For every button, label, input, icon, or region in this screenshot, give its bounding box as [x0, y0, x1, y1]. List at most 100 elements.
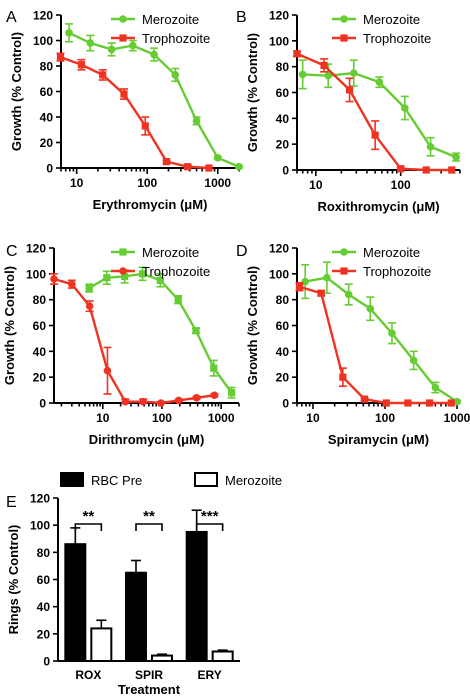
x-tick-label: 100 [375, 411, 395, 425]
panel-e: E 0 20 40 60 80 100 120 Rings (% Control) ** ROX **… [6, 472, 282, 696]
data-point [345, 86, 354, 94]
y-tick-label: 40 [33, 345, 47, 359]
bar [211, 650, 234, 662]
data-point [349, 69, 358, 77]
data-point [388, 329, 396, 338]
data-point [210, 391, 219, 400]
data-point [150, 50, 158, 59]
legend-label: Merozoite [363, 12, 420, 27]
y-tick-label: 100 [30, 519, 50, 533]
data-point [228, 389, 236, 397]
data-point [426, 142, 435, 151]
data-point [425, 399, 434, 407]
y-tick-label: 80 [40, 60, 54, 74]
bar [151, 654, 173, 662]
data-point [184, 163, 192, 171]
panel-letter: B [236, 9, 247, 26]
y-tick-label: 120 [30, 492, 50, 506]
data-point [171, 71, 180, 79]
legend-marker [119, 248, 127, 256]
y-tick-label: 0 [46, 162, 53, 176]
x-tick-label: 1000 [208, 411, 235, 425]
data-point [453, 397, 461, 406]
data-point [85, 302, 94, 310]
y-axis-label: Growth (% Control) [245, 33, 260, 152]
y-tick-label: 0 [282, 164, 289, 178]
y-tick-label: 100 [269, 267, 289, 281]
data-point [192, 394, 201, 402]
x-axis-label: Roxithromycin (μM) [317, 199, 439, 214]
panel-b: B 0 20 40 60 80 100 120 Growth (% Control) 10 100 R… [236, 9, 461, 214]
legend-label: RBC Pre [91, 473, 142, 488]
data-point [121, 272, 129, 281]
y-tick-label: 0 [282, 397, 289, 411]
significance-stars: *** [201, 508, 219, 525]
y-tick-label: 120 [33, 9, 53, 23]
y-tick-label: 120 [269, 9, 289, 23]
x-tick-label: 100 [391, 178, 411, 192]
data-point [320, 61, 328, 69]
x-tick-label: 10 [306, 411, 320, 425]
y-tick-label: 100 [33, 34, 53, 48]
significance-stars: ** [82, 508, 94, 525]
significance-stars: ** [143, 508, 155, 525]
data-point [120, 90, 128, 98]
data-point [192, 327, 200, 335]
data-point [448, 166, 456, 174]
data-point [431, 383, 440, 392]
significance-bracket [195, 523, 224, 531]
panel-letter: A [6, 9, 17, 26]
data-point [50, 275, 58, 283]
x-axis-label: Dirithromycin (μM) [89, 432, 205, 447]
y-tick-label: 20 [276, 138, 290, 152]
y-tick-label: 0 [43, 655, 50, 669]
legend-label: Trophozoite [363, 264, 431, 279]
y-tick-label: 40 [276, 112, 290, 126]
data-point [213, 154, 222, 162]
data-point [205, 164, 213, 172]
data-point [339, 373, 347, 381]
y-axis-label: Growth (% Control) [2, 266, 17, 385]
x-tick-label: SPIR [135, 668, 163, 682]
panel-d: D 0 20 40 60 80 100 120 Growth (% Control) 10 100 1… [236, 242, 470, 448]
data-point [317, 289, 325, 297]
data-point [324, 71, 333, 80]
y-tick-label: 20 [37, 627, 51, 641]
bar [64, 543, 87, 663]
y-tick-label: 0 [39, 397, 46, 411]
data-point [409, 356, 418, 365]
data-point [68, 280, 76, 288]
x-tick-label: ROX [75, 668, 101, 682]
x-axis-label: Erythromycin (μM) [93, 197, 208, 212]
series-merozoite [301, 261, 462, 406]
x-tick-label: 10 [309, 178, 323, 192]
panel-letter: C [6, 243, 18, 260]
x-tick-label: 10 [96, 411, 110, 425]
panel-letter: E [6, 494, 17, 511]
panel-a: A 0 20 40 60 80 100 120 Growth (% Control) 10 100 1… [6, 9, 243, 212]
data-point [174, 296, 182, 304]
data-point [375, 78, 384, 86]
y-tick-label: 40 [40, 111, 54, 125]
y-tick-label: 60 [33, 319, 47, 333]
series-trophozoite [293, 50, 456, 174]
legend-marker [119, 34, 127, 42]
data-point [86, 39, 95, 47]
data-point [235, 162, 243, 171]
legend-label: Merozoite [225, 473, 282, 488]
data-point [85, 284, 93, 292]
bar [90, 627, 113, 663]
data-point [371, 131, 379, 139]
y-tick-label: 120 [26, 242, 46, 256]
data-point [174, 396, 183, 405]
series-trophozoite [295, 282, 455, 407]
data-point [121, 397, 130, 406]
series-line [53, 277, 215, 405]
y-tick-label: 20 [40, 136, 54, 150]
data-point [129, 41, 137, 50]
x-axis-label: Spiramycin (μM) [328, 432, 429, 447]
y-tick-label: 100 [26, 267, 46, 281]
legend-marker [340, 248, 348, 256]
data-point [103, 274, 111, 282]
data-point [192, 117, 201, 125]
